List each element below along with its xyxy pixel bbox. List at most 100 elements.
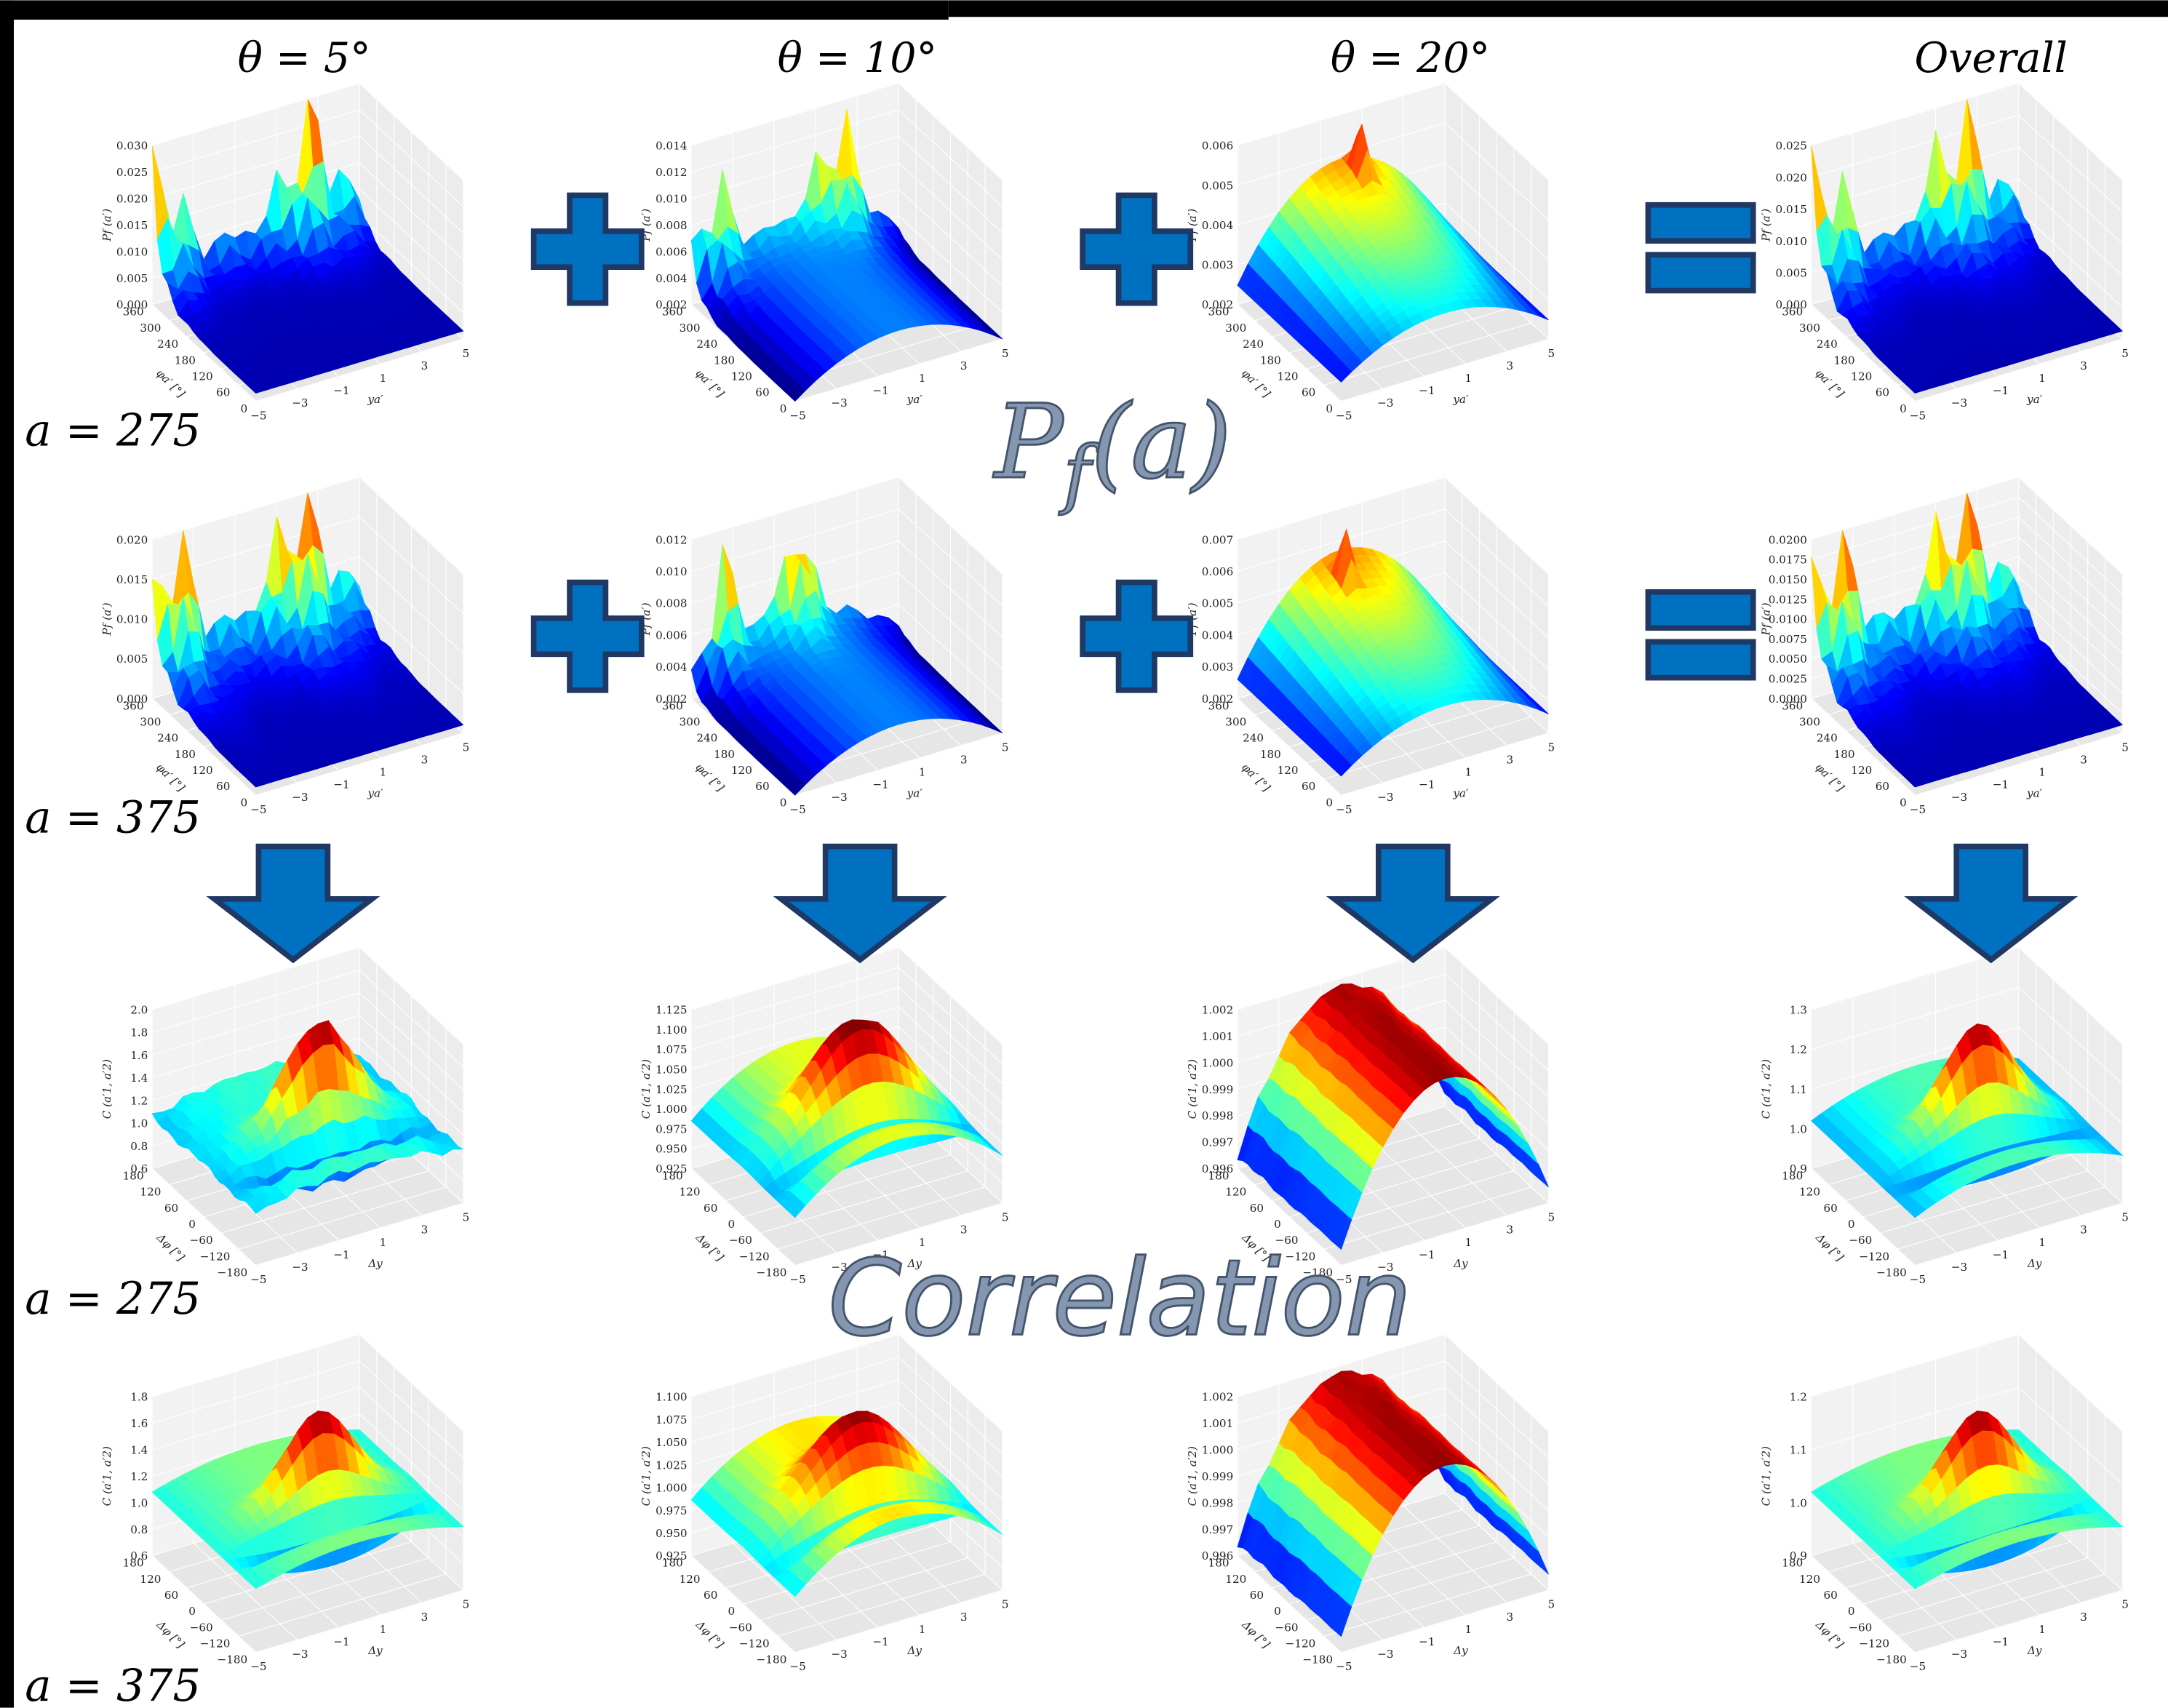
y-tick-label: 120 [1851, 764, 1872, 777]
z-tick-label: 0.015 [1775, 203, 1806, 216]
z-axis-label: C (a′1, a′2) [639, 1059, 653, 1119]
y-tick-label: 60 [1876, 780, 1889, 793]
x-tick-label: −5 [250, 409, 266, 422]
y-tick-label: 300 [680, 322, 701, 335]
y-tick-label: −60 [190, 1234, 213, 1247]
z-tick-label: 0.030 [116, 140, 148, 153]
z-tick-label: 0.005 [1775, 267, 1806, 280]
y-tick-label: 180 [1208, 1170, 1230, 1183]
z-axis-label: C (a′1, a′2) [1760, 1059, 1773, 1119]
x-tick-label: 5 [2121, 347, 2129, 360]
z-tick-label: 0.025 [1775, 140, 1806, 153]
z-axis-label: Pf (a′) [100, 602, 113, 636]
x-tick-label: 3 [1507, 359, 1514, 372]
x-tick-label: −3 [831, 396, 847, 410]
x-tick-label: 1 [919, 372, 926, 385]
y-tick-label: 360 [1208, 699, 1230, 712]
y-tick-label: 180 [1260, 354, 1281, 367]
z-tick-label: 1.002 [1202, 1004, 1233, 1017]
z-tick-label: 0.010 [116, 613, 148, 626]
x-tick-label: −5 [789, 803, 805, 816]
x-tick-label: −5 [1336, 409, 1352, 422]
x-tick-label: 3 [421, 1224, 429, 1237]
z-axis-label: Pf (a′) [1760, 602, 1773, 636]
z-tick-label: 0.0175 [1769, 554, 1807, 567]
x-axis-label: ya′ [367, 393, 383, 406]
top-border [949, 0, 2168, 17]
y-tick-label: 240 [1817, 732, 1838, 745]
z-axis-label: Pf (a′) [1760, 209, 1773, 242]
x-tick-label: −1 [872, 384, 888, 397]
y-tick-label: 60 [1250, 1202, 1264, 1215]
z-tick-label: 0.999 [1202, 1083, 1233, 1096]
header-bar [0, 0, 949, 20]
y-tick-label: 180 [175, 354, 196, 367]
y-tick-label: 360 [123, 699, 144, 712]
z-tick-label: 0.012 [655, 166, 687, 179]
x-tick-label: −1 [1419, 778, 1435, 791]
x-tick-label: −5 [250, 803, 266, 816]
y-tick-label: 60 [1876, 386, 1889, 399]
z-tick-label: 0.8 [130, 1140, 148, 1153]
x-tick-label: 3 [2080, 1224, 2087, 1237]
y-tick-label: 120 [680, 1186, 701, 1199]
x-tick-label: 1 [919, 766, 926, 779]
x-axis-label: Δy [2027, 1257, 2042, 1270]
x-tick-label: −5 [1910, 409, 1926, 422]
x-tick-label: 3 [2080, 754, 2087, 767]
y-tick-label: −180 [757, 1266, 787, 1280]
y-tick-label: 120 [1225, 1186, 1246, 1199]
z-tick-label: 0.006 [1202, 565, 1233, 578]
z-tick-label: 1.0 [130, 1117, 148, 1130]
x-tick-label: −3 [292, 1261, 308, 1274]
z-tick-label: 1.8 [130, 1026, 148, 1039]
y-tick-label: 360 [662, 699, 683, 712]
y-tick-label: 120 [192, 764, 213, 777]
x-tick-label: −3 [292, 791, 308, 804]
x-tick-label: −1 [333, 384, 349, 397]
y-tick-label: 120 [731, 764, 752, 777]
x-tick-label: −3 [1377, 791, 1393, 804]
x-tick-label: −5 [1336, 803, 1352, 816]
x-tick-label: 1 [380, 1236, 387, 1249]
x-tick-label: 1 [2039, 766, 2046, 779]
x-tick-label: −5 [789, 1273, 805, 1286]
x-tick-label: −1 [1419, 384, 1435, 397]
x-tick-label: 1 [1465, 1236, 1472, 1249]
y-tick-label: −180 [217, 1266, 247, 1280]
y-tick-label: 0 [241, 796, 248, 809]
y-tick-label: 0 [1900, 796, 1907, 809]
x-tick-label: −1 [1993, 384, 2009, 397]
z-tick-label: 0.003 [1202, 259, 1233, 272]
z-tick-label: 1.000 [655, 1103, 687, 1116]
y-tick-label: 60 [164, 1202, 178, 1215]
y-tick-label: 0 [188, 1218, 196, 1231]
z-tick-label: 0.007 [1202, 533, 1233, 546]
z-tick-label: 1.1 [1790, 1083, 1807, 1096]
y-tick-label: 120 [140, 1186, 161, 1199]
y-tick-label: −120 [200, 1250, 231, 1263]
y-tick-label: 240 [1243, 338, 1264, 351]
y-tick-label: 300 [140, 716, 161, 729]
y-tick-label: 120 [1278, 370, 1299, 383]
y-tick-label: 360 [1208, 306, 1230, 319]
y-tick-label: 180 [1834, 748, 1855, 761]
y-tick-label: 240 [157, 732, 178, 745]
x-tick-label: −3 [292, 396, 308, 410]
y-tick-label: 0 [1326, 796, 1333, 809]
x-tick-label: 5 [1548, 1211, 1555, 1224]
z-tick-label: 0.950 [655, 1143, 687, 1156]
z-tick-label: 0.010 [655, 565, 687, 578]
z-tick-label: 1.2 [1790, 1043, 1807, 1056]
x-tick-label: 1 [1465, 766, 1472, 779]
y-tick-label: −60 [729, 1234, 752, 1247]
z-tick-label: 0.006 [655, 245, 687, 258]
z-tick-label: 0.975 [655, 1122, 687, 1136]
y-tick-label: 0 [780, 402, 787, 415]
x-tick-label: 3 [421, 754, 429, 767]
z-tick-label: 0.0075 [1769, 633, 1807, 646]
y-tick-label: 120 [1851, 370, 1872, 383]
y-tick-label: −180 [1876, 1266, 1907, 1280]
z-tick-label: 0.005 [116, 653, 148, 666]
z-axis-label: Pf (a′) [100, 209, 113, 242]
